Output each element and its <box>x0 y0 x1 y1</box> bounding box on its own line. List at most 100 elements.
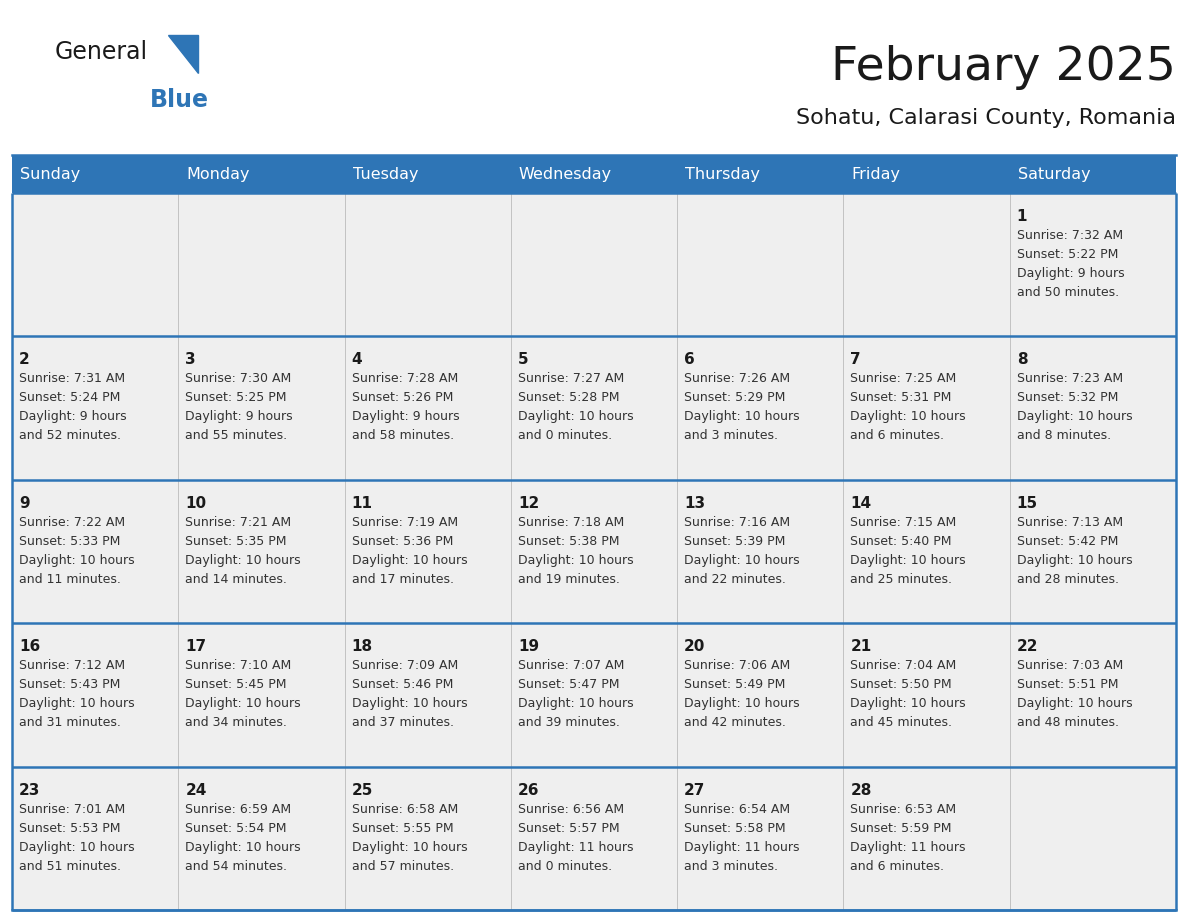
Bar <box>511 480 677 623</box>
Bar <box>677 480 843 623</box>
Text: Daylight: 10 hours: Daylight: 10 hours <box>684 697 800 711</box>
Text: Sunset: 5:50 PM: Sunset: 5:50 PM <box>851 678 952 691</box>
Bar <box>843 155 1010 193</box>
Text: and 39 minutes.: and 39 minutes. <box>518 716 620 729</box>
Bar <box>843 193 1010 336</box>
Text: Daylight: 11 hours: Daylight: 11 hours <box>518 841 633 854</box>
Bar <box>677 767 843 910</box>
Text: and 58 minutes.: and 58 minutes. <box>352 430 454 442</box>
Bar <box>12 193 178 336</box>
Text: Monday: Monday <box>187 166 249 182</box>
Bar <box>12 767 178 910</box>
Bar <box>178 155 345 193</box>
Text: Sunset: 5:42 PM: Sunset: 5:42 PM <box>1017 535 1118 548</box>
Text: Sunrise: 7:16 AM: Sunrise: 7:16 AM <box>684 516 790 529</box>
Text: Sunset: 5:31 PM: Sunset: 5:31 PM <box>851 391 952 405</box>
Bar <box>1010 336 1176 480</box>
Bar <box>12 336 178 480</box>
Text: and 48 minutes.: and 48 minutes. <box>1017 716 1119 729</box>
Text: and 57 minutes.: and 57 minutes. <box>352 859 454 873</box>
Bar <box>511 767 677 910</box>
Text: 14: 14 <box>851 496 872 510</box>
Text: Sunset: 5:43 PM: Sunset: 5:43 PM <box>19 678 120 691</box>
Text: Sunset: 5:55 PM: Sunset: 5:55 PM <box>352 822 453 834</box>
Text: 8: 8 <box>1017 353 1028 367</box>
Text: and 31 minutes.: and 31 minutes. <box>19 716 121 729</box>
Text: Sunrise: 7:25 AM: Sunrise: 7:25 AM <box>851 373 956 386</box>
Bar <box>345 155 511 193</box>
Bar <box>178 623 345 767</box>
Text: Sunrise: 7:28 AM: Sunrise: 7:28 AM <box>352 373 457 386</box>
Bar <box>511 623 677 767</box>
Bar <box>178 767 345 910</box>
Text: Sunset: 5:33 PM: Sunset: 5:33 PM <box>19 535 120 548</box>
Bar <box>345 623 511 767</box>
Text: 28: 28 <box>851 783 872 798</box>
Text: Sunrise: 7:15 AM: Sunrise: 7:15 AM <box>851 516 956 529</box>
Text: 22: 22 <box>1017 639 1038 655</box>
Text: Sunset: 5:28 PM: Sunset: 5:28 PM <box>518 391 619 405</box>
Text: Sunrise: 7:03 AM: Sunrise: 7:03 AM <box>1017 659 1123 672</box>
Bar <box>843 480 1010 623</box>
Text: Daylight: 10 hours: Daylight: 10 hours <box>185 697 301 711</box>
Text: Sunrise: 6:53 AM: Sunrise: 6:53 AM <box>851 802 956 815</box>
Text: 19: 19 <box>518 639 539 655</box>
Bar <box>1010 155 1176 193</box>
Text: Sunday: Sunday <box>20 166 81 182</box>
Text: Sunrise: 7:09 AM: Sunrise: 7:09 AM <box>352 659 457 672</box>
Bar <box>178 336 345 480</box>
Text: Sunrise: 7:04 AM: Sunrise: 7:04 AM <box>851 659 956 672</box>
Text: Daylight: 11 hours: Daylight: 11 hours <box>851 841 966 854</box>
Text: Sunset: 5:26 PM: Sunset: 5:26 PM <box>352 391 453 405</box>
Bar <box>1010 193 1176 336</box>
Text: February 2025: February 2025 <box>832 46 1176 91</box>
Text: Friday: Friday <box>852 166 901 182</box>
Text: 11: 11 <box>352 496 373 510</box>
Polygon shape <box>168 35 198 73</box>
Text: Sunset: 5:35 PM: Sunset: 5:35 PM <box>185 535 286 548</box>
Text: Sunrise: 7:01 AM: Sunrise: 7:01 AM <box>19 802 125 815</box>
Text: Sunrise: 7:13 AM: Sunrise: 7:13 AM <box>1017 516 1123 529</box>
Text: Daylight: 10 hours: Daylight: 10 hours <box>185 554 301 566</box>
Text: 23: 23 <box>19 783 40 798</box>
Text: Daylight: 10 hours: Daylight: 10 hours <box>352 554 467 566</box>
Text: Sunset: 5:47 PM: Sunset: 5:47 PM <box>518 678 619 691</box>
Text: Sunset: 5:45 PM: Sunset: 5:45 PM <box>185 678 286 691</box>
Text: Daylight: 10 hours: Daylight: 10 hours <box>851 554 966 566</box>
Text: 25: 25 <box>352 783 373 798</box>
Text: Sunset: 5:22 PM: Sunset: 5:22 PM <box>1017 248 1118 261</box>
Text: 9: 9 <box>19 496 30 510</box>
Text: Daylight: 10 hours: Daylight: 10 hours <box>684 410 800 423</box>
Text: Sunset: 5:38 PM: Sunset: 5:38 PM <box>518 535 619 548</box>
Text: Sunset: 5:25 PM: Sunset: 5:25 PM <box>185 391 286 405</box>
Bar <box>677 155 843 193</box>
Text: Sunrise: 7:18 AM: Sunrise: 7:18 AM <box>518 516 624 529</box>
Text: Sunrise: 7:19 AM: Sunrise: 7:19 AM <box>352 516 457 529</box>
Text: Daylight: 10 hours: Daylight: 10 hours <box>684 554 800 566</box>
Text: Sohatu, Calarasi County, Romania: Sohatu, Calarasi County, Romania <box>796 108 1176 128</box>
Text: Sunset: 5:57 PM: Sunset: 5:57 PM <box>518 822 619 834</box>
Text: 5: 5 <box>518 353 529 367</box>
Bar <box>677 193 843 336</box>
Text: Sunset: 5:36 PM: Sunset: 5:36 PM <box>352 535 453 548</box>
Text: 17: 17 <box>185 639 207 655</box>
Text: Daylight: 9 hours: Daylight: 9 hours <box>1017 267 1124 280</box>
Text: Daylight: 10 hours: Daylight: 10 hours <box>851 410 966 423</box>
Bar <box>511 193 677 336</box>
Text: and 28 minutes.: and 28 minutes. <box>1017 573 1119 586</box>
Text: and 3 minutes.: and 3 minutes. <box>684 430 778 442</box>
Bar <box>178 480 345 623</box>
Text: Daylight: 9 hours: Daylight: 9 hours <box>185 410 293 423</box>
Text: 10: 10 <box>185 496 207 510</box>
Text: Sunrise: 7:30 AM: Sunrise: 7:30 AM <box>185 373 291 386</box>
Text: and 34 minutes.: and 34 minutes. <box>185 716 287 729</box>
Text: and 54 minutes.: and 54 minutes. <box>185 859 287 873</box>
Text: and 55 minutes.: and 55 minutes. <box>185 430 287 442</box>
Text: Daylight: 10 hours: Daylight: 10 hours <box>352 841 467 854</box>
Text: Sunset: 5:58 PM: Sunset: 5:58 PM <box>684 822 785 834</box>
Text: Sunset: 5:51 PM: Sunset: 5:51 PM <box>1017 678 1118 691</box>
Text: Daylight: 10 hours: Daylight: 10 hours <box>352 697 467 711</box>
Text: Daylight: 10 hours: Daylight: 10 hours <box>19 554 134 566</box>
Bar <box>345 767 511 910</box>
Text: and 45 minutes.: and 45 minutes. <box>851 716 953 729</box>
